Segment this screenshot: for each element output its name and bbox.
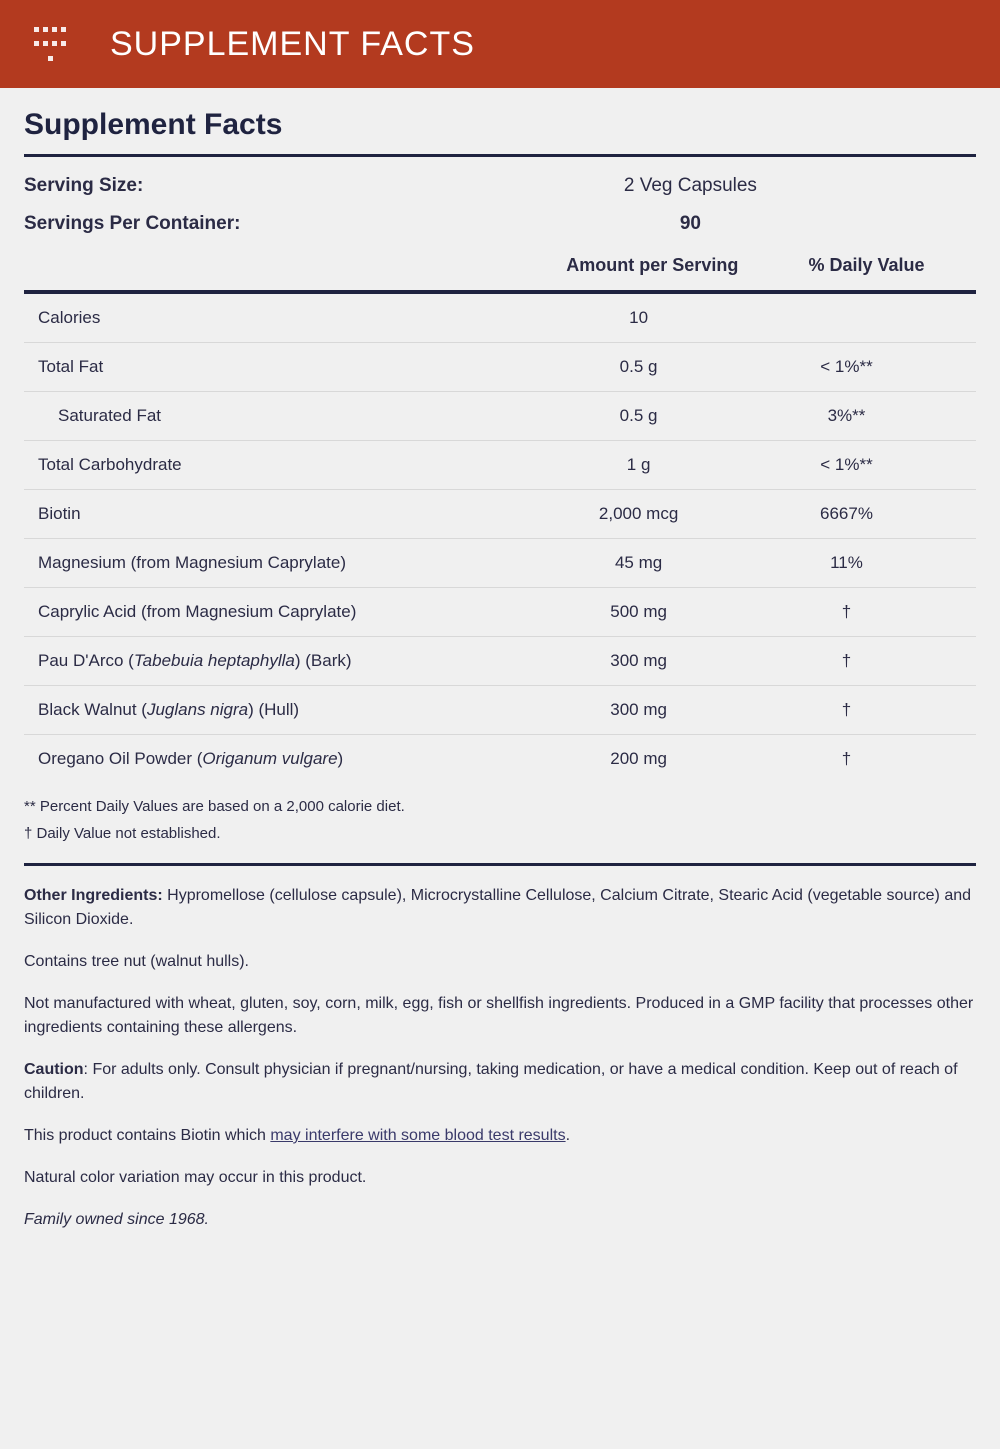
header-bar: SUPPLEMENT FACTS [0, 0, 1000, 88]
serving-size-label: Serving Size: [24, 175, 548, 197]
rule [24, 154, 976, 157]
nutrient-amount: 45 mg [537, 553, 740, 573]
nutrient-row: Calories10 [24, 294, 976, 343]
nutrient-name: Oregano Oil Powder (Origanum vulgare) [38, 749, 537, 769]
col-name-spacer [24, 255, 548, 276]
biotin-pre: This product contains Biotin which [24, 1127, 270, 1144]
nutrient-row: Biotin2,000 mcg6667% [24, 490, 976, 539]
nutrient-amount: 1 g [537, 455, 740, 475]
nutrient-name: Pau D'Arco (Tabebuia heptaphylla) (Bark) [38, 651, 537, 671]
nutrient-name: Biotin [38, 504, 537, 524]
nutrient-name: Black Walnut (Juglans nigra) (Hull) [38, 700, 537, 720]
info-section: Other Ingredients: Hypromellose (cellulo… [24, 884, 976, 1232]
nutrient-amount: 300 mg [537, 651, 740, 671]
nutrient-dv: † [740, 651, 953, 671]
footnote-dagger: † Daily Value not established. [24, 820, 976, 847]
serving-size-row: Serving Size: 2 Veg Capsules [24, 167, 976, 205]
nutrient-row: Black Walnut (Juglans nigra) (Hull)300 m… [24, 686, 976, 735]
biotin-note: This product contains Biotin which may i… [24, 1124, 976, 1148]
nutrient-amount: 500 mg [537, 602, 740, 622]
other-ingredients-text: Hypromellose (cellulose capsule), Microc… [24, 887, 971, 928]
other-ingredients: Other Ingredients: Hypromellose (cellulo… [24, 884, 976, 932]
page-title: Supplement Facts [24, 108, 976, 142]
caution: Caution: For adults only. Consult physic… [24, 1058, 976, 1106]
servings-per-value: 90 [548, 213, 834, 235]
nutrient-amount: 0.5 g [537, 406, 740, 426]
nutrient-dv: < 1%** [740, 357, 953, 377]
not-manufactured: Not manufactured with wheat, gluten, soy… [24, 992, 976, 1040]
column-headers: Amount per Serving % Daily Value [24, 243, 976, 290]
col-dv-header: % Daily Value [757, 255, 976, 276]
footnote-dv: ** Percent Daily Values are based on a 2… [24, 793, 976, 820]
nutrient-row: Saturated Fat0.5 g3%** [24, 392, 976, 441]
nutrient-name: Magnesium (from Magnesium Caprylate) [38, 553, 537, 573]
nutrient-row: Caprylic Acid (from Magnesium Caprylate)… [24, 588, 976, 637]
nutrient-amount: 0.5 g [537, 357, 740, 377]
biotin-post: . [566, 1127, 570, 1144]
nutrient-dv: † [740, 749, 953, 769]
col-amount-header: Amount per Serving [548, 255, 757, 276]
nutrient-name: Total Carbohydrate [38, 455, 537, 475]
biotin-link[interactable]: may interfere with some blood test resul… [270, 1127, 565, 1144]
nutrient-table: Calories10Total Fat0.5 g< 1%**Saturated … [24, 294, 976, 783]
nutrient-dv: † [740, 602, 953, 622]
nutrient-dv: < 1%** [740, 455, 953, 475]
other-ingredients-label: Other Ingredients: [24, 887, 163, 904]
nutrient-amount: 2,000 mcg [537, 504, 740, 524]
footnotes: ** Percent Daily Values are based on a 2… [24, 783, 976, 863]
header-title: SUPPLEMENT FACTS [110, 25, 475, 64]
family-owned: Family owned since 1968. [24, 1208, 976, 1232]
nutrient-row: Total Fat0.5 g< 1%** [24, 343, 976, 392]
serving-size-value: 2 Veg Capsules [548, 175, 834, 197]
nutrient-name: Caprylic Acid (from Magnesium Caprylate) [38, 602, 537, 622]
caution-label: Caution [24, 1061, 84, 1078]
nutrient-dv [740, 308, 953, 328]
nutrient-amount: 300 mg [537, 700, 740, 720]
caution-text: : For adults only. Consult physician if … [24, 1061, 958, 1102]
nutrient-row: Oregano Oil Powder (Origanum vulgare)200… [24, 735, 976, 783]
nutrient-amount: 200 mg [537, 749, 740, 769]
nutrient-dv: 6667% [740, 504, 953, 524]
contains-allergen: Contains tree nut (walnut hulls). [24, 950, 976, 974]
color-variation: Natural color variation may occur in thi… [24, 1166, 976, 1190]
nutrient-row: Magnesium (from Magnesium Caprylate)45 m… [24, 539, 976, 588]
nutrient-dv: 11% [740, 553, 953, 573]
servings-per-label: Servings Per Container: [24, 213, 548, 235]
nutrient-amount: 10 [537, 308, 740, 328]
nutrient-dv: † [740, 700, 953, 720]
nutrient-name: Calories [38, 308, 537, 328]
content-panel: Supplement Facts Serving Size: 2 Veg Cap… [0, 88, 1000, 1280]
rule [24, 863, 976, 866]
servings-per-row: Servings Per Container: 90 [24, 205, 976, 243]
dots-icon [30, 24, 70, 64]
nutrient-row: Pau D'Arco (Tabebuia heptaphylla) (Bark)… [24, 637, 976, 686]
nutrient-row: Total Carbohydrate1 g< 1%** [24, 441, 976, 490]
nutrient-dv: 3%** [740, 406, 953, 426]
nutrient-name: Saturated Fat [38, 406, 537, 426]
nutrient-name: Total Fat [38, 357, 537, 377]
